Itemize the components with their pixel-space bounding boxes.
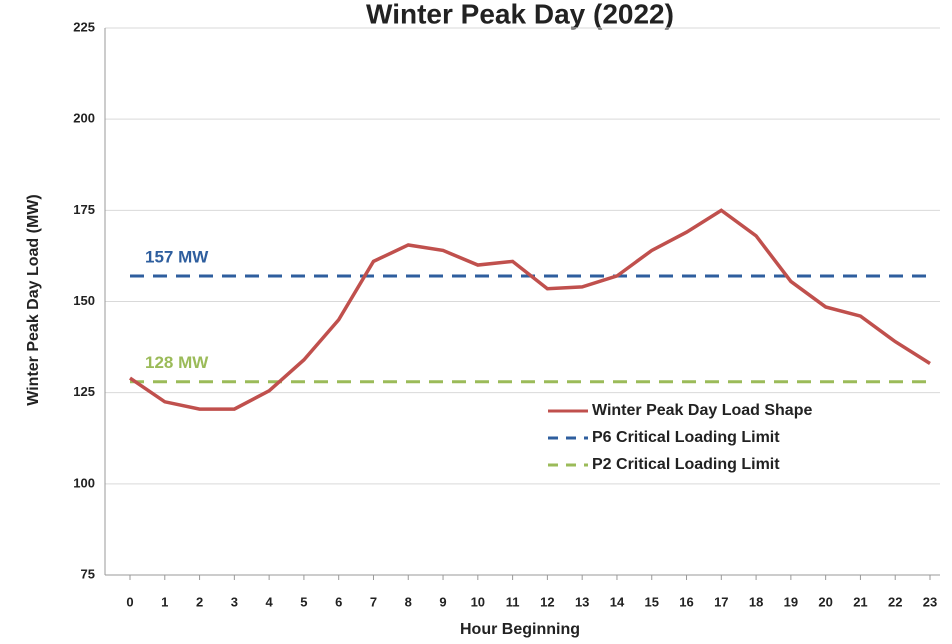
x-tick-label: 6 (335, 594, 342, 609)
x-tick-label: 21 (853, 594, 867, 609)
x-tick-label: 3 (231, 594, 238, 609)
x-tick-label: 7 (370, 594, 377, 609)
y-tick-label: 100 (73, 475, 95, 490)
y-axis-label: Winter Peak Day Load (MW) (25, 194, 42, 405)
x-tick-label: 17 (714, 594, 728, 609)
x-tick-label: 22 (888, 594, 902, 609)
annotation: 128 MW (145, 353, 209, 372)
x-tick-label: 15 (645, 594, 659, 609)
y-tick-label: 175 (73, 202, 95, 217)
legend-label: P6 Critical Loading Limit (592, 429, 780, 446)
y-tick-label: 125 (73, 384, 95, 399)
series-line (129, 208, 931, 411)
x-tick-label: 11 (506, 594, 520, 609)
x-tick-label: 4 (266, 594, 274, 609)
x-tick-label: 20 (818, 594, 832, 609)
y-tick-label: 150 (73, 293, 95, 308)
x-tick-label: 16 (679, 594, 693, 609)
x-tick-label: 9 (439, 594, 446, 609)
legend-label: Winter Peak Day Load Shape (592, 402, 812, 419)
x-tick-label: 5 (300, 594, 307, 609)
legend-label: P2 Critical Loading Limit (592, 456, 780, 473)
x-tick-label: 18 (749, 594, 763, 609)
x-tick-label: 13 (575, 594, 589, 609)
x-tick-label: 14 (610, 594, 625, 609)
x-tick-label: 12 (540, 594, 554, 609)
x-tick-label: 0 (126, 594, 133, 609)
x-tick-label: 1 (161, 594, 168, 609)
x-tick-label: 8 (405, 594, 412, 609)
y-tick-label: 200 (73, 111, 95, 126)
x-tick-label: 2 (196, 594, 203, 609)
x-axis-label: Hour Beginning (460, 621, 580, 638)
x-tick-label: 10 (471, 594, 485, 609)
y-tick-label: 225 (73, 19, 95, 34)
x-tick-label: 19 (784, 594, 798, 609)
y-tick-label: 75 (81, 566, 95, 581)
chart-title: Winter Peak Day (2022) (366, 0, 674, 29)
annotation: 157 MW (145, 247, 209, 266)
x-tick-label: 23 (923, 594, 937, 609)
